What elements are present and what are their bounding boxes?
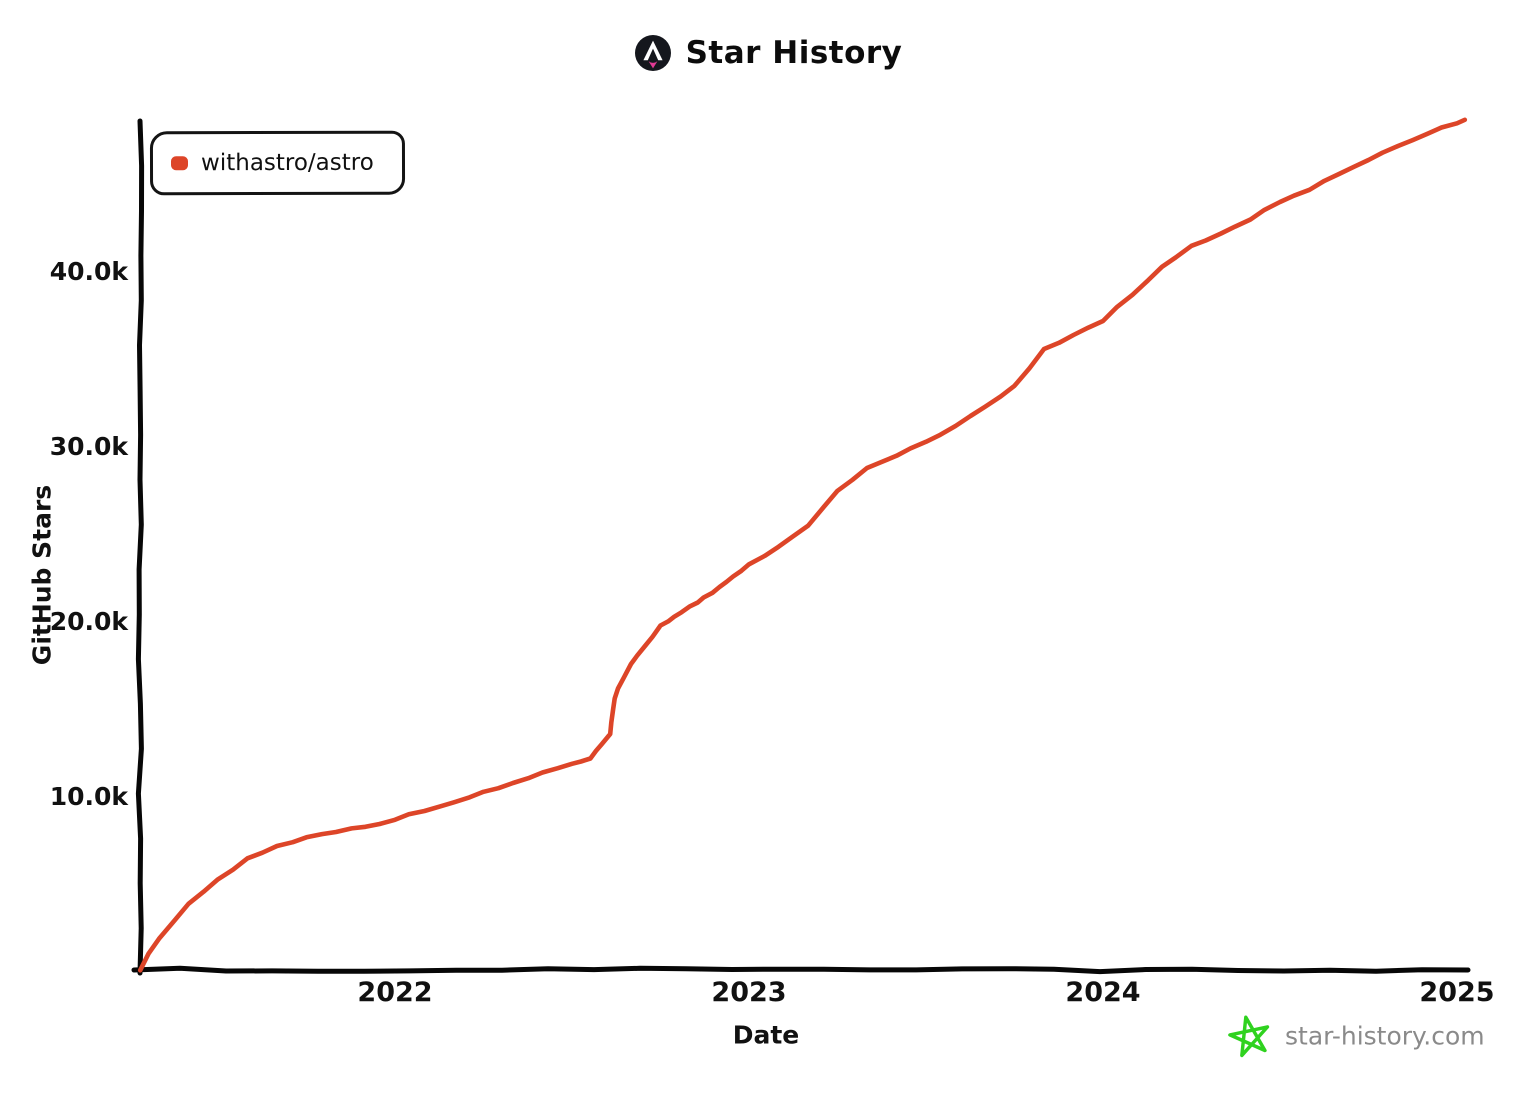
legend-series-marker (170, 156, 189, 171)
star-icon (1228, 1015, 1270, 1058)
chart-header: Star History (0, 34, 1536, 72)
x-tick-label: 2025 (1419, 977, 1495, 1008)
x-axis-line (131, 965, 1471, 975)
x-tick-label: 2022 (357, 977, 433, 1008)
series-line-withastro-astro (137, 117, 1468, 973)
x-tick-label: 2023 (711, 977, 787, 1008)
legend-series-label: withastro/astro (200, 149, 374, 177)
y-tick-label: 10.0k (49, 782, 128, 811)
astro-logo-icon (634, 35, 671, 71)
page-title: Star History (685, 35, 903, 71)
y-axis-line (135, 118, 145, 976)
y-tick-label: 20.0k (49, 607, 128, 636)
y-tick-label: 30.0k (49, 432, 128, 461)
watermark-site-label: star-history.com (1285, 1021, 1485, 1051)
legend: withastro/astro (149, 130, 405, 196)
y-tick-label: 40.0k (49, 257, 128, 286)
x-axis-title: Date (732, 1020, 800, 1050)
x-tick-label: 2024 (1065, 977, 1141, 1008)
y-axis-title: GitHub Stars (27, 484, 57, 666)
